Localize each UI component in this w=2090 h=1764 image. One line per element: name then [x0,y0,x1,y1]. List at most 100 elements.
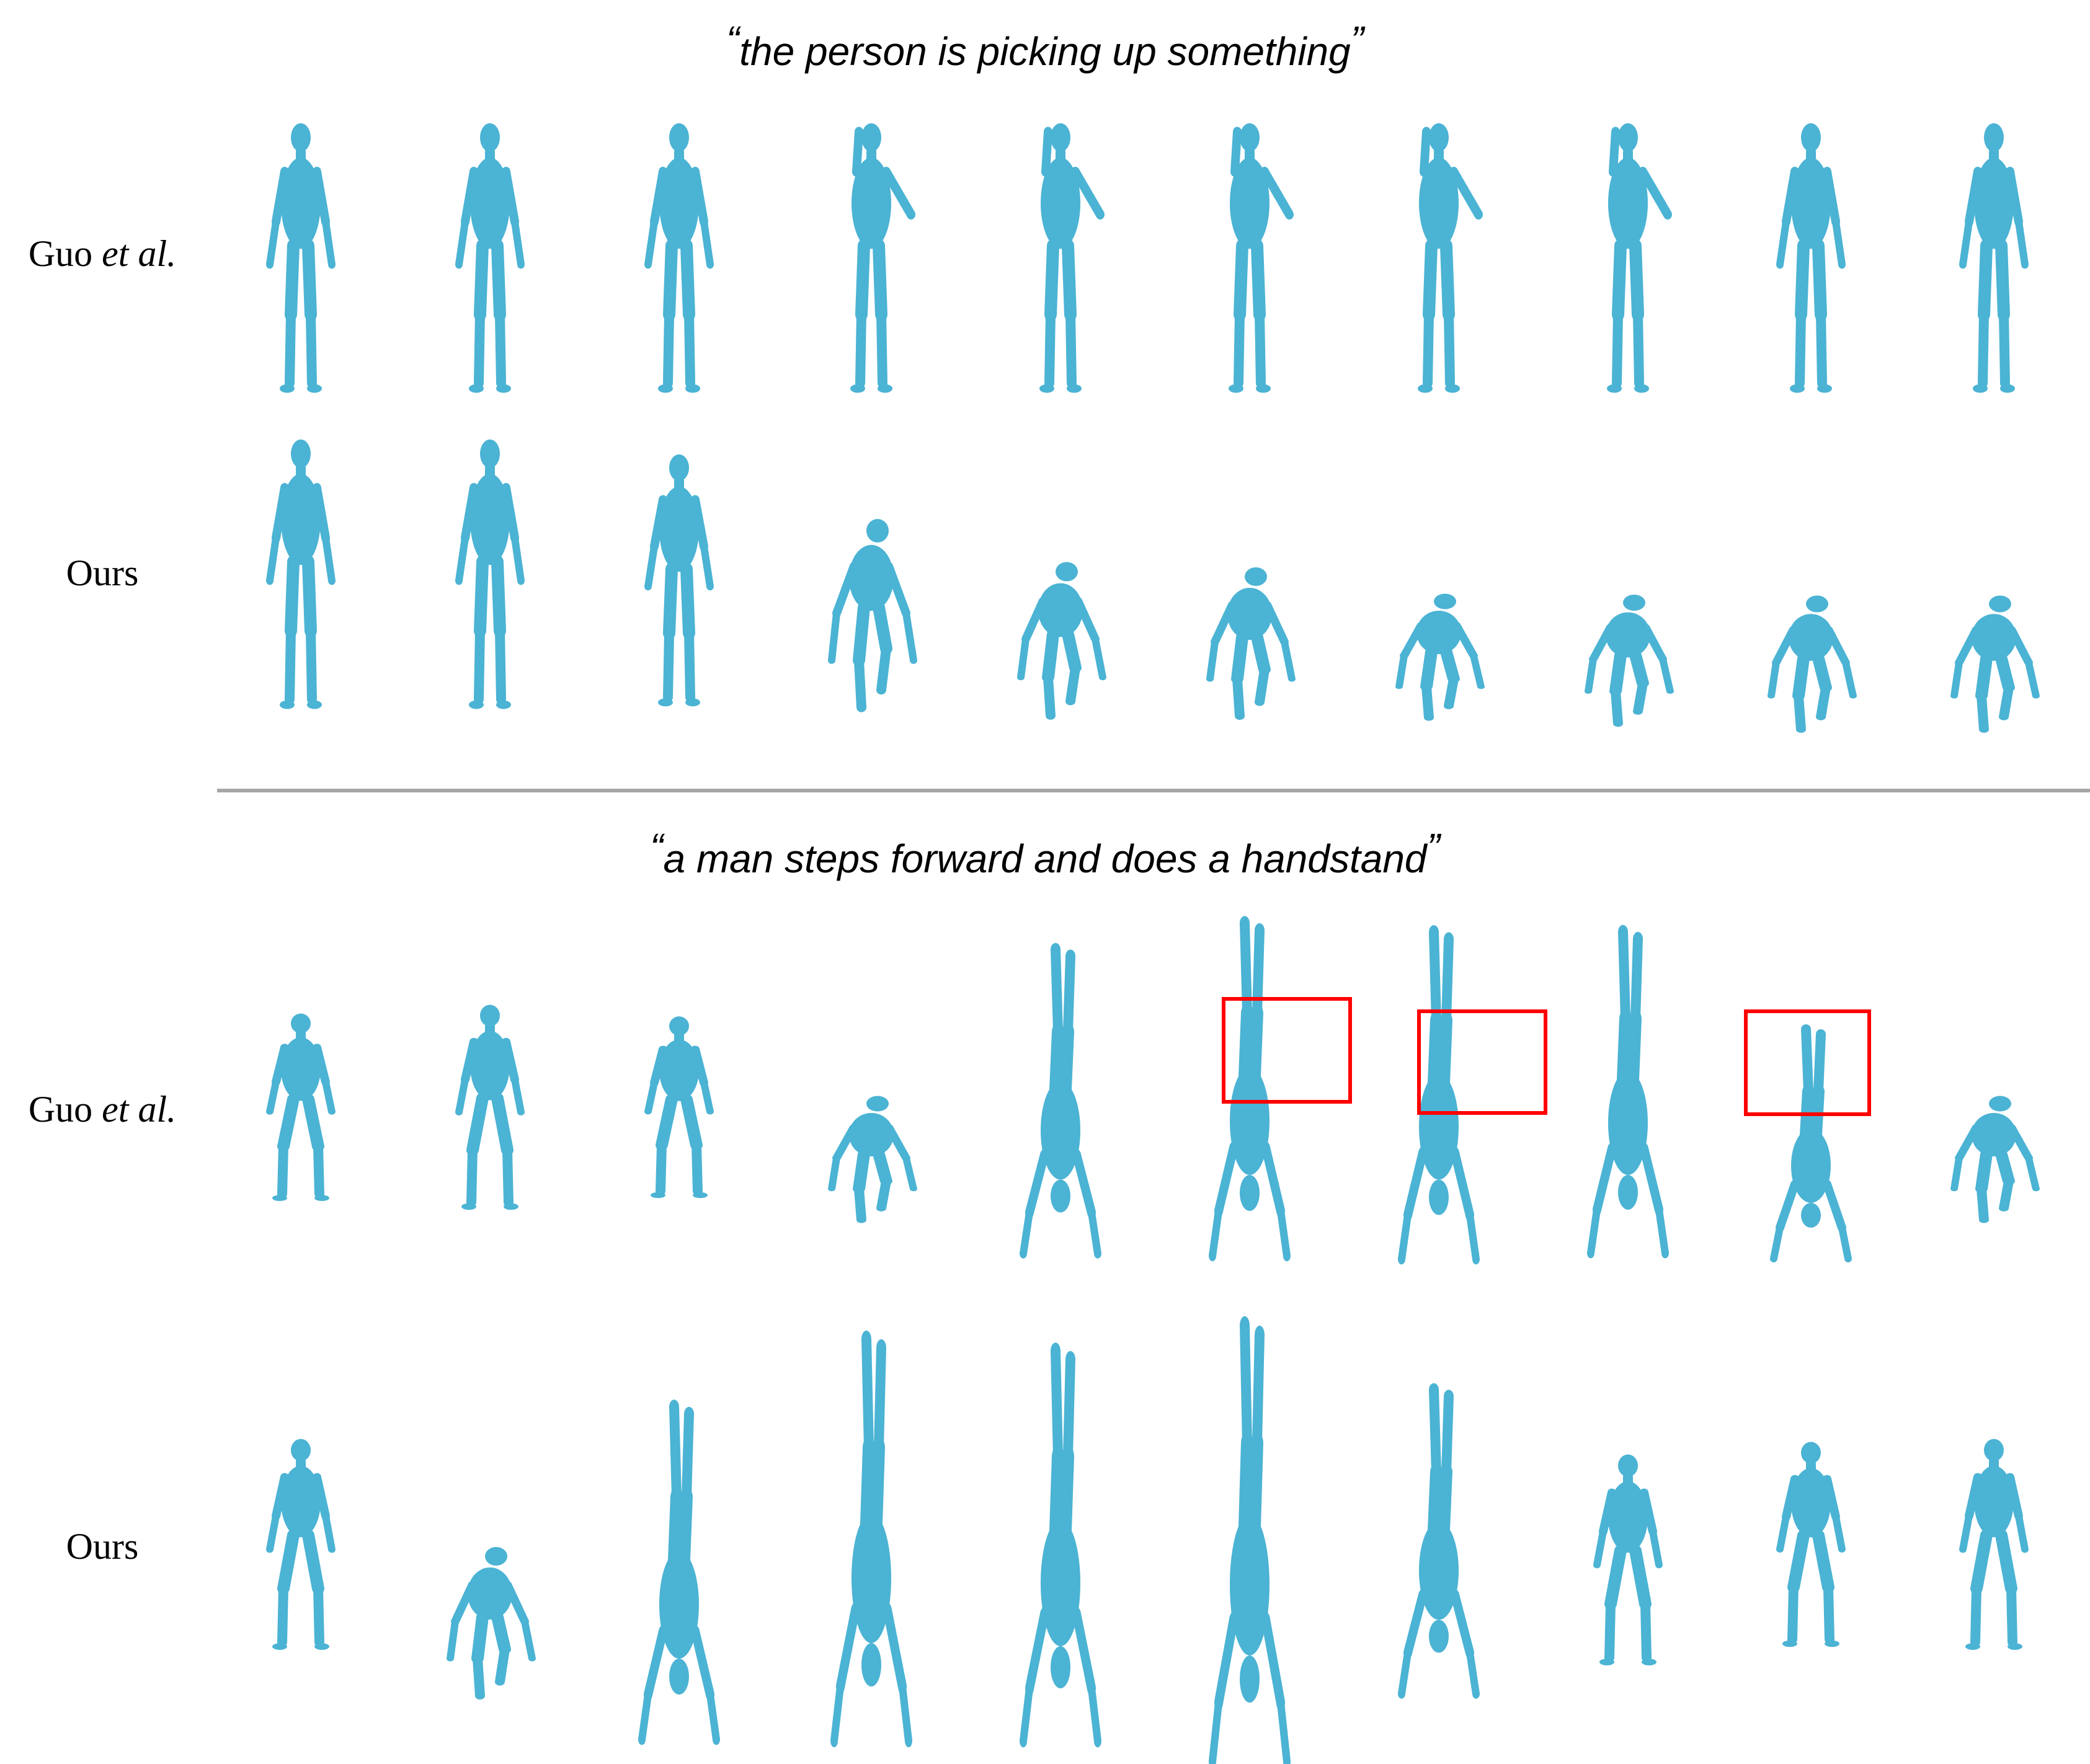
human-mesh-icon [239,115,363,400]
human-mesh-svg [1206,567,1296,720]
human-mesh-icon [1188,539,1312,725]
human-mesh-svg [1020,942,1101,1259]
human-mesh-icon [1749,1017,1873,1265]
human-mesh-svg [1770,1024,1852,1262]
human-mesh-icon [428,998,552,1215]
human-mesh-svg [1209,916,1291,1262]
row-label-guo-top: Guo et al. [0,233,205,275]
row-label-ours-top: Ours [66,552,139,593]
human-mesh-icon [1932,1432,2056,1655]
human-mesh-svg [828,519,917,712]
human-mesh-icon [617,446,741,713]
highlight-box [1222,997,1352,1104]
human-mesh-icon [809,115,933,400]
human-mesh-svg [1229,123,1294,393]
human-mesh-icon [617,1389,741,1748]
human-mesh-icon [1932,570,2056,738]
human-mesh-icon [617,115,741,400]
human-mesh-icon [1932,115,2056,400]
caption-picking-up: “the person is picking up something” [0,17,2090,74]
highlight-box [1417,1009,1547,1115]
human-mesh-svg [1398,925,1480,1265]
human-mesh-svg [266,1438,336,1650]
human-mesh-icon [1749,570,1873,738]
human-mesh-icon [998,533,1123,725]
human-mesh-svg [1587,924,1669,1259]
human-mesh-icon [998,115,1123,400]
human-mesh-icon [998,933,1123,1262]
row-label-ours-bottom: Ours [66,1526,139,1567]
human-mesh-svg [1959,1438,2029,1650]
caption-text: the person is picking up something [739,29,1351,74]
human-mesh-icon [1749,1435,1873,1652]
human-mesh-icon [239,1432,363,1655]
human-mesh-icon [239,431,363,716]
human-mesh-svg [266,1013,336,1201]
human-mesh-icon [1566,1448,1690,1671]
human-mesh-icon [1188,115,1312,400]
highlight-box [1744,1009,1871,1116]
close-quote: ” [1350,18,1364,63]
human-mesh-icon [1377,115,1501,400]
human-mesh-icon [1566,115,1690,400]
human-mesh-icon [428,1519,552,1705]
row-label-guo-bottom: Guo et al. [0,1088,205,1131]
human-mesh-svg [638,1399,720,1745]
human-mesh-icon [428,115,552,400]
human-mesh-svg [1607,123,1672,393]
human-mesh-svg [830,1331,912,1747]
human-mesh-svg [266,123,336,393]
human-mesh-icon [1566,915,1690,1262]
human-mesh-icon [1377,570,1501,725]
human-mesh-icon [809,1073,933,1228]
human-mesh-icon [239,1008,363,1206]
human-mesh-svg [455,439,525,709]
human-mesh-icon [809,1318,933,1752]
human-mesh-icon [1377,1373,1501,1702]
human-mesh-svg [644,1016,714,1199]
section-divider [217,789,2090,792]
human-mesh-svg [828,1096,917,1223]
human-mesh-svg [1395,593,1485,721]
caption-handstand: “a man steps forward and does a handstan… [0,825,2090,882]
label-suffix: et al. [102,1089,177,1130]
human-mesh-svg [1950,595,2040,733]
open-quote: “ [726,18,740,63]
human-mesh-icon [617,1011,741,1203]
human-mesh-svg [1020,1342,1101,1748]
human-mesh-svg [644,123,714,393]
human-mesh-icon [1188,905,1312,1265]
human-mesh-icon [998,1330,1123,1752]
human-mesh-svg [1017,562,1106,720]
human-mesh-svg [1418,123,1483,393]
human-mesh-svg [455,1004,525,1210]
caption-text: a man steps forward and does a handstand [663,836,1427,881]
open-quote: “ [650,825,664,870]
human-mesh-svg [447,1547,536,1700]
human-mesh-svg [1398,1383,1480,1699]
human-mesh-svg [266,439,336,709]
human-mesh-icon [1188,1302,1312,1764]
close-quote: ” [1426,825,1440,870]
human-mesh-svg [1209,1316,1291,1764]
human-mesh-svg [1039,123,1105,393]
human-mesh-svg [455,123,525,393]
human-mesh-icon [1377,915,1501,1268]
human-mesh-icon [1932,1073,2056,1228]
human-mesh-svg [1959,123,2029,393]
human-mesh-svg [850,123,915,393]
label-name: Guo [28,1089,93,1130]
human-mesh-svg [1768,595,1857,733]
human-mesh-icon [428,431,552,716]
human-mesh-icon [1566,570,1690,732]
human-mesh-icon [1749,115,1873,400]
human-mesh-svg [1950,1096,2040,1223]
human-mesh-svg [1585,595,1674,727]
human-mesh-svg [1593,1454,1663,1665]
human-mesh-icon [809,484,933,719]
human-mesh-svg [1776,1442,1846,1647]
human-mesh-svg [644,454,714,707]
label-name: Guo [28,233,93,274]
human-mesh-svg [1776,123,1846,393]
